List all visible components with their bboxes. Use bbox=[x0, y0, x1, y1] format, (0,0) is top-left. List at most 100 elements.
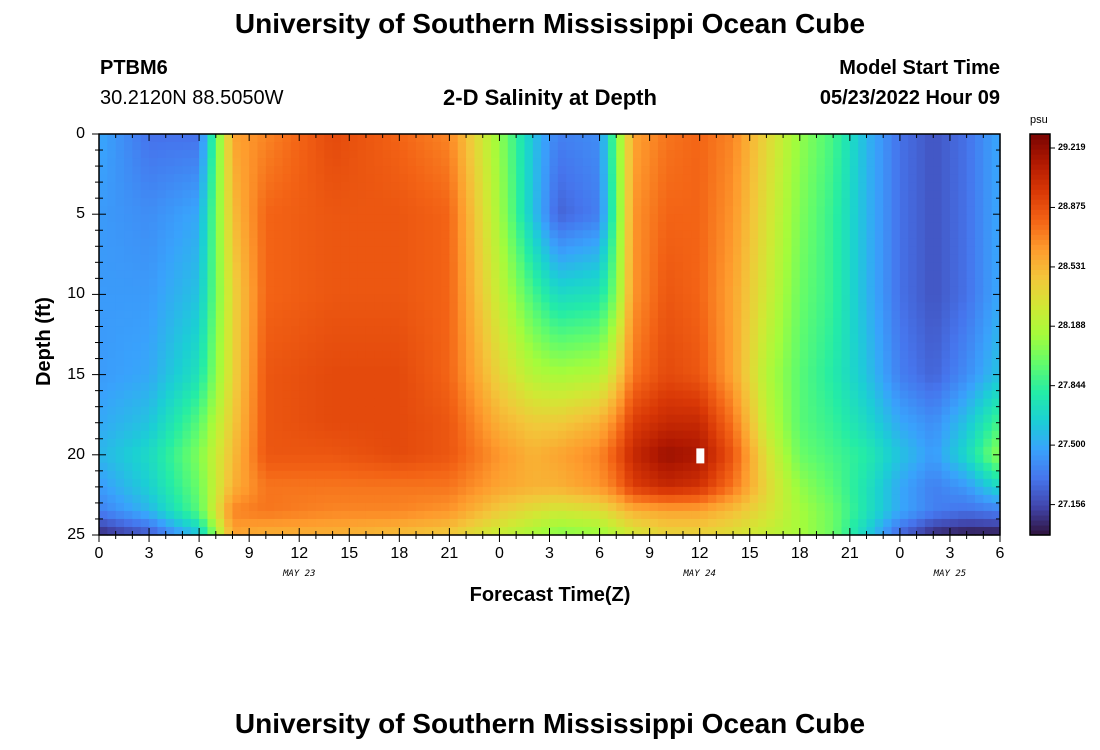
heatmap-cell bbox=[215, 142, 225, 151]
heatmap-cell bbox=[649, 286, 659, 295]
heatmap-cell bbox=[891, 166, 901, 175]
heatmap-cell bbox=[541, 134, 551, 143]
heatmap-cell bbox=[340, 334, 350, 344]
heatmap-cell bbox=[399, 190, 409, 199]
heatmap-cell bbox=[883, 446, 893, 456]
heatmap-cell bbox=[549, 262, 559, 271]
heatmap-cell bbox=[791, 150, 801, 159]
heatmap-cell bbox=[983, 270, 993, 279]
heatmap-cell bbox=[649, 462, 659, 472]
heatmap-cell bbox=[666, 270, 676, 279]
heatmap-cell bbox=[758, 478, 767, 488]
heatmap-cell bbox=[332, 326, 342, 336]
heatmap-cell bbox=[315, 454, 325, 464]
heatmap-cell bbox=[858, 446, 868, 456]
heatmap-cell bbox=[482, 334, 492, 344]
heatmap-cell bbox=[249, 414, 259, 424]
heatmap-cell bbox=[491, 462, 501, 472]
heatmap-cell bbox=[591, 150, 601, 159]
heatmap-cell bbox=[958, 358, 968, 368]
heatmap-cell bbox=[699, 142, 709, 151]
heatmap-cell bbox=[749, 222, 759, 231]
heatmap-cell bbox=[632, 438, 642, 448]
heatmap-cell bbox=[307, 318, 317, 328]
heatmap-cell bbox=[432, 470, 442, 480]
heatmap-cell bbox=[182, 438, 192, 448]
heatmap-cell bbox=[691, 230, 701, 239]
heatmap-cell bbox=[933, 406, 943, 416]
heatmap-cell bbox=[899, 134, 909, 143]
heatmap-cell bbox=[416, 190, 425, 199]
heatmap-cell bbox=[841, 278, 851, 287]
heatmap-cell bbox=[115, 262, 125, 271]
heatmap-cell bbox=[182, 374, 192, 384]
heatmap-cell bbox=[390, 342, 400, 352]
heatmap-cell bbox=[866, 238, 876, 247]
heatmap-cell bbox=[916, 206, 926, 215]
heatmap-cell bbox=[632, 190, 642, 199]
heatmap-cell bbox=[174, 286, 184, 295]
heatmap-cell bbox=[783, 470, 793, 480]
heatmap-cell bbox=[407, 470, 417, 480]
heatmap-cell bbox=[599, 446, 609, 456]
heatmap-cell bbox=[124, 374, 133, 384]
heatmap-cell bbox=[799, 310, 809, 320]
heatmap-cell bbox=[524, 262, 534, 271]
heatmap-cell bbox=[499, 150, 509, 159]
heatmap-cell bbox=[682, 158, 692, 167]
heatmap-cell bbox=[466, 350, 476, 360]
heatmap-cell bbox=[941, 158, 951, 167]
heatmap-cell bbox=[858, 462, 868, 472]
heatmap-cell bbox=[716, 182, 726, 191]
heatmap-cell bbox=[190, 462, 200, 472]
heatmap-cell bbox=[132, 382, 142, 392]
heatmap-cell bbox=[699, 318, 709, 328]
heatmap-cell bbox=[265, 470, 275, 480]
heatmap-cell bbox=[991, 486, 1001, 496]
heatmap-cell bbox=[232, 486, 242, 496]
heatmap-cell bbox=[232, 414, 242, 424]
heatmap-cell bbox=[432, 294, 442, 304]
heatmap-cell bbox=[324, 406, 334, 416]
heatmap-cell bbox=[699, 430, 709, 440]
heatmap-cell bbox=[758, 454, 767, 464]
heatmap-cell bbox=[799, 462, 809, 472]
heatmap-cell bbox=[941, 278, 951, 287]
heatmap-cell bbox=[949, 414, 959, 424]
heatmap-cell bbox=[365, 206, 375, 215]
heatmap-cell bbox=[199, 486, 209, 496]
heatmap-cell bbox=[816, 150, 826, 159]
heatmap-cell bbox=[315, 486, 325, 496]
heatmap-cell bbox=[933, 134, 943, 143]
heatmap-cell bbox=[365, 238, 375, 247]
heatmap-cell bbox=[883, 142, 893, 151]
heatmap-cell bbox=[165, 230, 175, 239]
heatmap-cell bbox=[858, 358, 868, 368]
heatmap-cell bbox=[949, 390, 959, 400]
heatmap-cell bbox=[557, 446, 567, 456]
heatmap-cell bbox=[799, 166, 809, 175]
heatmap-cell bbox=[482, 366, 492, 376]
heatmap-cell bbox=[949, 382, 959, 392]
heatmap-cell bbox=[365, 438, 375, 448]
heatmap-cell bbox=[833, 406, 843, 416]
heatmap-cell bbox=[474, 294, 484, 304]
heatmap-cell bbox=[641, 406, 651, 416]
heatmap-cell bbox=[307, 262, 317, 271]
heatmap-cell bbox=[599, 478, 609, 488]
heatmap-cell bbox=[524, 366, 534, 376]
heatmap-cell bbox=[958, 214, 968, 223]
heatmap-cell bbox=[107, 494, 117, 504]
heatmap-cell bbox=[532, 174, 542, 183]
heatmap-cell bbox=[115, 230, 125, 239]
heatmap-cell bbox=[699, 414, 709, 424]
heatmap-cell bbox=[491, 342, 501, 352]
heatmap-cell bbox=[232, 438, 242, 448]
heatmap-cell bbox=[199, 334, 209, 344]
heatmap-cell bbox=[482, 414, 492, 424]
heatmap-cell bbox=[591, 318, 601, 328]
heatmap-cell bbox=[532, 390, 542, 400]
heatmap-cell bbox=[390, 398, 400, 408]
heatmap-cell bbox=[315, 270, 325, 279]
heatmap-cell bbox=[457, 278, 467, 287]
